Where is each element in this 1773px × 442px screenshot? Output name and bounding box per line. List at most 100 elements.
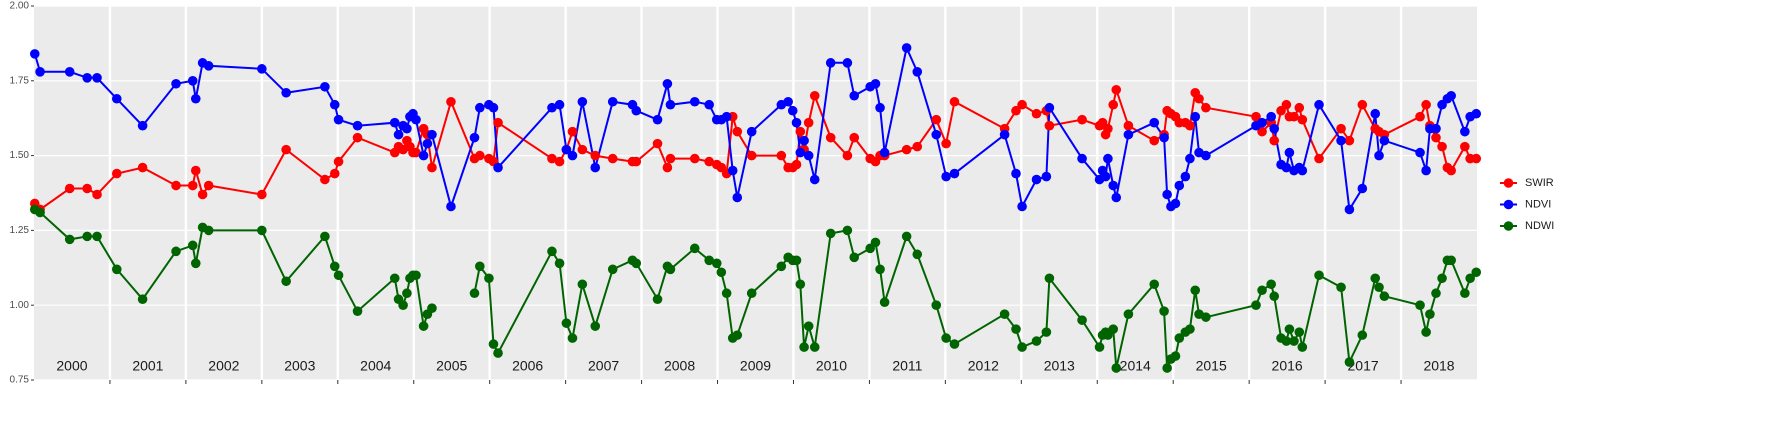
point (1185, 120, 1195, 131)
point (1314, 153, 1324, 164)
point (809, 174, 820, 185)
point (320, 174, 330, 185)
year-label: 2006 (512, 358, 543, 374)
point (418, 321, 429, 331)
point (567, 126, 578, 137)
point (418, 150, 429, 161)
point (949, 339, 960, 349)
point (1251, 300, 1261, 311)
point (475, 261, 485, 272)
point (427, 162, 437, 173)
point (1159, 306, 1169, 316)
point (732, 126, 743, 137)
point (1170, 198, 1181, 209)
point (427, 129, 437, 140)
point (1041, 171, 1052, 182)
point (842, 58, 853, 68)
point (1415, 147, 1425, 158)
point (1357, 183, 1368, 194)
point (493, 162, 503, 173)
point (704, 156, 714, 167)
point (554, 258, 565, 269)
point (1077, 153, 1087, 164)
year-label: 2005 (436, 358, 467, 374)
point (389, 273, 400, 284)
point (791, 117, 802, 128)
year-label: 2015 (1196, 358, 1227, 374)
point (82, 231, 92, 242)
point (281, 144, 291, 155)
point (1044, 120, 1055, 131)
point (111, 264, 122, 275)
point (652, 138, 663, 149)
point (329, 99, 340, 110)
year-label: 2016 (1272, 358, 1303, 374)
point (912, 67, 923, 77)
point (1269, 135, 1280, 146)
point (493, 117, 503, 128)
point (561, 318, 572, 328)
point (547, 153, 557, 164)
point (1174, 180, 1185, 191)
point (1314, 99, 1324, 110)
point (1446, 90, 1456, 101)
point (333, 270, 344, 281)
point (721, 288, 732, 299)
point (1266, 279, 1276, 290)
year-label: 2017 (1348, 358, 1379, 374)
point (999, 309, 1010, 319)
point (1357, 330, 1368, 340)
point (879, 147, 890, 158)
point (875, 264, 885, 275)
point (901, 144, 912, 155)
point (1162, 363, 1172, 373)
point (1194, 93, 1204, 104)
point (1190, 285, 1201, 296)
point (475, 150, 485, 161)
point (849, 252, 860, 263)
point (1269, 291, 1280, 302)
year-label: 2003 (284, 358, 315, 374)
point (1257, 117, 1267, 128)
point (1031, 336, 1042, 346)
point (1162, 189, 1172, 200)
point (1031, 174, 1042, 185)
point (389, 117, 400, 128)
point (1471, 153, 1482, 164)
point (1425, 309, 1435, 319)
point (1149, 117, 1160, 128)
point (329, 168, 340, 179)
point (776, 150, 787, 161)
point (35, 207, 45, 218)
point (665, 153, 676, 164)
point (561, 144, 572, 155)
point (171, 78, 181, 89)
point (1284, 147, 1295, 158)
point (1123, 120, 1134, 131)
point (787, 105, 798, 116)
point (732, 330, 743, 340)
point (475, 102, 485, 113)
point (1460, 141, 1470, 152)
point (1031, 108, 1042, 119)
point (1421, 99, 1431, 110)
point (689, 96, 700, 107)
plot-panel (34, 6, 1477, 380)
point (187, 240, 198, 251)
point (732, 192, 743, 203)
point (352, 306, 363, 316)
point (1111, 84, 1122, 95)
point (1190, 111, 1201, 122)
year-label: 2013 (1044, 358, 1075, 374)
point (1437, 141, 1447, 152)
point (257, 225, 267, 236)
point (791, 159, 802, 170)
point (1044, 102, 1055, 113)
point (547, 102, 557, 113)
point (746, 150, 757, 161)
point (493, 348, 503, 358)
point (1180, 171, 1191, 182)
point (590, 321, 601, 331)
point (1344, 204, 1355, 215)
point (842, 225, 853, 236)
